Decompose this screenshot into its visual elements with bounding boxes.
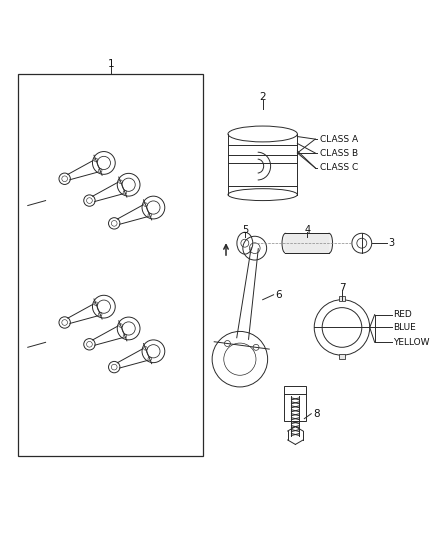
Text: CLASS B: CLASS B — [320, 149, 358, 158]
Bar — [286, 233, 329, 253]
Text: 5: 5 — [242, 225, 248, 236]
Bar — [339, 296, 346, 301]
Ellipse shape — [325, 233, 332, 253]
Text: 8: 8 — [313, 409, 320, 419]
Ellipse shape — [282, 233, 289, 253]
Text: 7: 7 — [339, 283, 345, 293]
Text: CLASS A: CLASS A — [320, 135, 358, 143]
Text: 1: 1 — [108, 59, 114, 69]
Text: RED: RED — [393, 310, 412, 319]
Text: YELLOW: YELLOW — [393, 338, 430, 347]
Text: BLUE: BLUE — [393, 323, 416, 332]
Text: 4: 4 — [304, 225, 311, 236]
Text: 2: 2 — [259, 92, 266, 101]
Text: 3: 3 — [389, 238, 395, 248]
Text: CLASS C: CLASS C — [320, 164, 358, 172]
Bar — [285, 386, 306, 421]
Text: 6: 6 — [276, 290, 282, 300]
Bar — [18, 74, 203, 456]
Bar — [339, 354, 346, 359]
